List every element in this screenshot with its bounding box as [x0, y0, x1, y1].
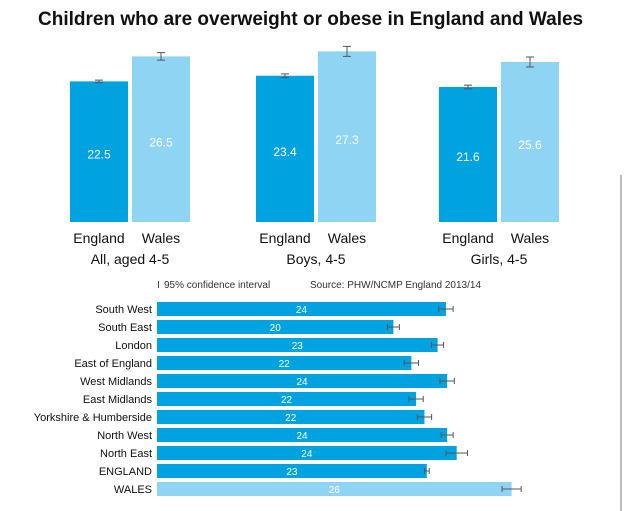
data-label: 24 — [301, 449, 313, 460]
horizontal-bar-chart: South West 24 South East 20 London 23 East of … — [34, 302, 522, 496]
bar-wales-0 — [132, 56, 190, 222]
bar-wales-2 — [501, 62, 559, 222]
data-label: 26 — [329, 485, 341, 496]
category-label: Wales — [511, 230, 549, 246]
region-label: South East — [98, 322, 152, 334]
region-label: London — [115, 340, 152, 352]
region-label: WALES — [114, 484, 152, 496]
hbar — [157, 464, 427, 478]
hbar — [157, 410, 425, 424]
data-label: 23 — [292, 341, 304, 352]
group-label: Girls, 4-5 — [471, 251, 528, 267]
group-label: Boys, 4-5 — [286, 251, 345, 267]
bar-england-0 — [70, 81, 128, 222]
group-label: All, aged 4-5 — [91, 251, 170, 267]
hbar — [157, 446, 457, 460]
data-label: 22 — [281, 395, 293, 406]
data-label: 26.5 — [149, 136, 173, 150]
region-label: West Midlands — [80, 376, 152, 388]
data-label: 22 — [285, 413, 297, 424]
chart-title: Children who are overweight or obese in … — [38, 9, 583, 30]
region-label: East of England — [74, 358, 152, 370]
data-label: 24 — [297, 377, 309, 388]
data-label: 23 — [286, 467, 298, 478]
ci-legend-label: 95% confidence interval — [164, 280, 270, 291]
vertical-bar-chart: 22.5 England 26.5 Wales All, aged 4-5 23.4 Eng… — [70, 45, 559, 267]
data-label: 21.6 — [456, 150, 480, 164]
category-label: Wales — [142, 230, 180, 246]
bar-wales-1 — [318, 51, 376, 222]
data-label: 25.6 — [518, 138, 542, 152]
data-label: 24 — [296, 305, 308, 316]
hbar — [157, 338, 438, 352]
region-label: South West — [95, 304, 152, 316]
category-label: England — [259, 230, 310, 246]
data-label: 22.5 — [87, 148, 111, 162]
bar-england-1 — [256, 75, 314, 222]
hbar — [157, 356, 412, 370]
region-label: ENGLAND — [99, 466, 152, 478]
category-label: England — [442, 230, 493, 246]
ci-legend: I 95% confidence interval Source: PHW/NC… — [157, 280, 481, 291]
data-label: 22 — [279, 359, 291, 370]
source-note: Source: PHW/NCMP England 2013/14 — [310, 280, 481, 291]
ci-icon: I — [157, 280, 160, 291]
region-label: Yorkshire & Humberside — [34, 412, 152, 424]
hbar — [157, 392, 417, 406]
region-label: East Midlands — [83, 394, 153, 406]
data-label: 27.3 — [335, 133, 359, 147]
bar-england-2 — [439, 87, 497, 222]
data-label: 20 — [270, 323, 282, 334]
region-label: North East — [100, 448, 152, 460]
hbar — [157, 428, 448, 442]
category-label: Wales — [328, 230, 366, 246]
category-label: England — [73, 230, 124, 246]
hbar — [157, 482, 512, 496]
hbar — [157, 374, 448, 388]
hbar — [157, 320, 394, 334]
data-label: 23.4 — [273, 145, 297, 159]
data-label: 24 — [297, 431, 309, 442]
hbar — [157, 302, 446, 316]
region-label: North West — [97, 430, 152, 442]
